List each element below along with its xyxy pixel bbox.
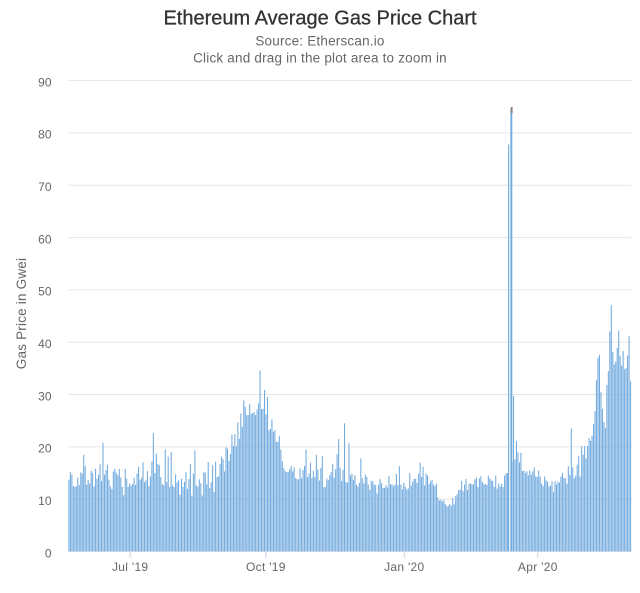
svg-text:90: 90	[38, 75, 52, 89]
svg-text:30: 30	[38, 389, 52, 403]
svg-text:40: 40	[38, 337, 52, 351]
svg-text:50: 50	[38, 285, 52, 299]
svg-text:70: 70	[38, 180, 52, 194]
svg-text:Apr '20: Apr '20	[518, 560, 558, 574]
svg-text:Jan '20: Jan '20	[384, 560, 424, 574]
svg-text:20: 20	[38, 442, 52, 456]
svg-text:Jul '19: Jul '19	[112, 560, 148, 574]
svg-text:0: 0	[45, 546, 52, 560]
svg-text:Gas Price in Gwei: Gas Price in Gwei	[14, 258, 29, 369]
svg-text:80: 80	[38, 128, 52, 142]
svg-text:Click and drag in the plot are: Click and drag in the plot area to zoom …	[193, 51, 447, 66]
svg-text:Ethereum Average Gas Price Cha: Ethereum Average Gas Price Chart	[163, 8, 477, 30]
svg-text:60: 60	[38, 232, 52, 246]
svg-text:10: 10	[38, 494, 52, 508]
svg-text:Oct '19: Oct '19	[246, 560, 286, 574]
svg-text:Source: Etherscan.io: Source: Etherscan.io	[255, 34, 384, 49]
